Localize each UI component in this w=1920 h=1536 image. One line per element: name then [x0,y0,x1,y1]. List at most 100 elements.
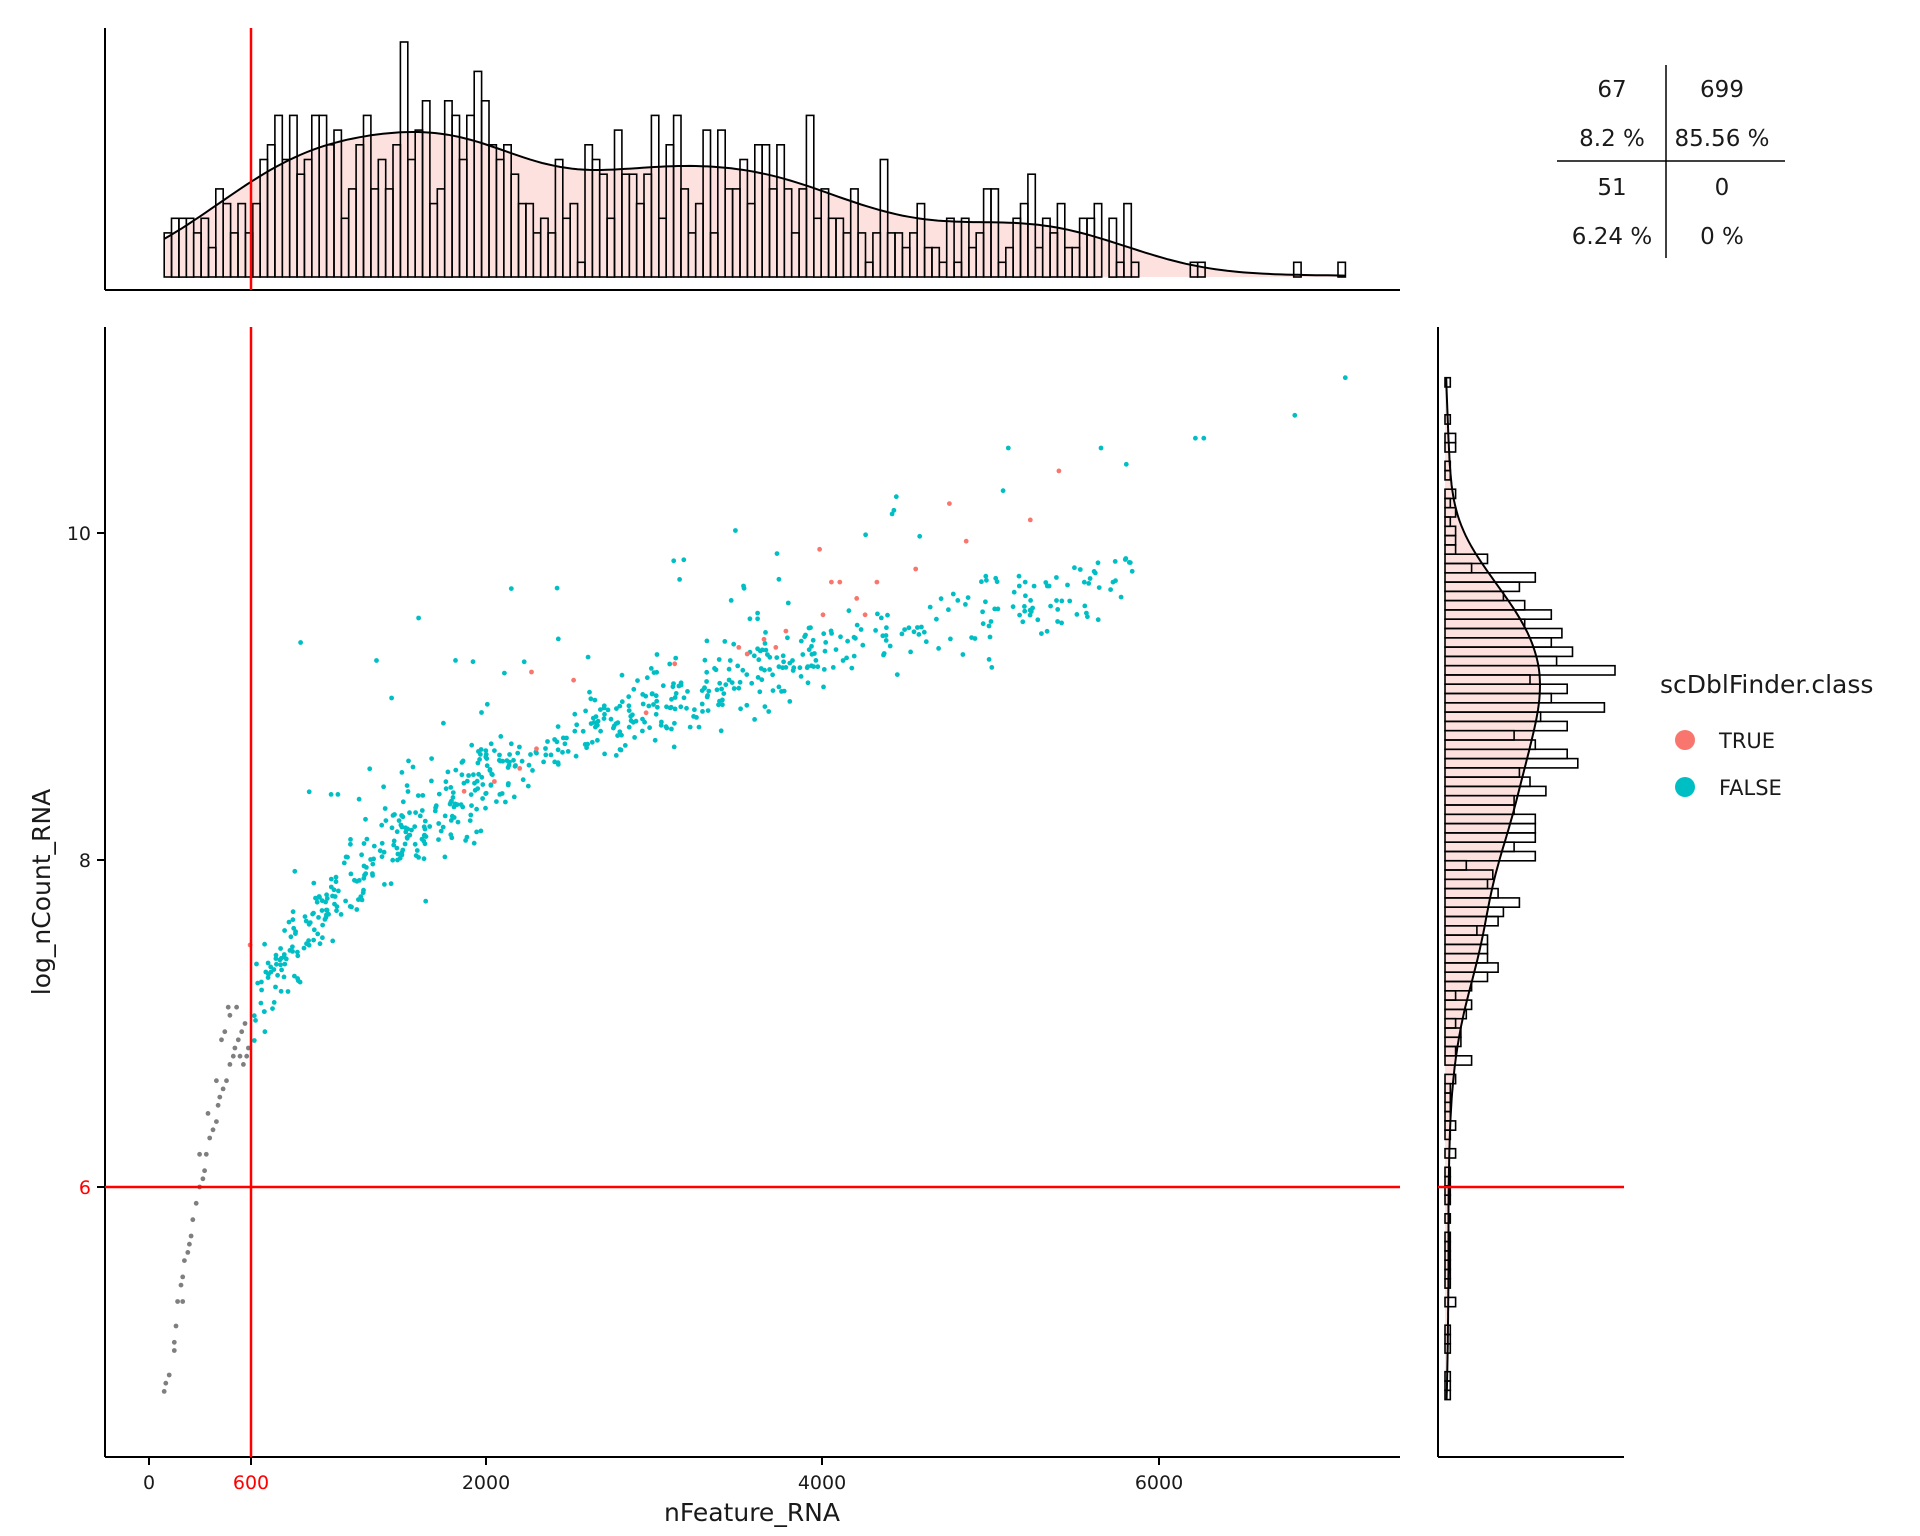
false-class-point [758,666,764,671]
false-class-point [1011,589,1017,595]
false-class-point [422,818,428,824]
false-class-point [889,511,895,517]
right-hist-bar [1444,1055,1473,1066]
filtered-point [187,1241,192,1247]
table-top-right-count: 699 [1700,77,1744,103]
false-class-point [844,655,849,661]
false-class-point [738,706,743,712]
false-class-point [681,695,687,701]
true-class-point [1056,468,1062,474]
false-class-point [1000,488,1006,494]
false-class-point [653,693,659,699]
legend-title: scDblFinder.class [1660,670,1873,699]
false-class-point [525,783,531,789]
false-class-point [613,753,619,758]
false-class-point [421,833,427,838]
false-class-point [328,876,334,882]
false-class-point [562,741,568,747]
false-class-point [413,810,418,815]
false-class-point [273,984,278,990]
false-class-point [479,710,484,715]
false-class-point [421,824,427,830]
top-hist-bar [1130,261,1140,278]
false-class-point [1095,560,1101,566]
false-class-point [480,782,486,787]
false-class-point [587,689,592,695]
false-class-point [806,647,812,653]
false-class-point [555,762,561,767]
false-class-point [349,904,354,910]
false-class-point [302,914,308,919]
false-class-point [310,911,315,917]
false-class-point [712,666,717,671]
x-tick-label-6000: 6000 [1135,1472,1183,1494]
false-class-point [916,632,922,637]
false-class-point [684,705,689,711]
false-class-point [334,908,339,914]
false-class-point [377,848,383,854]
top-hist-bar [1093,202,1103,278]
false-class-point [476,771,481,777]
false-class-point [449,813,455,819]
false-class-point [316,915,321,920]
false-class-point [823,640,829,645]
false-class-point [851,653,857,659]
false-class-point [414,848,420,853]
right-hist-bar [1444,432,1457,444]
right-hist-bar [1444,1073,1457,1085]
false-class-point [1010,604,1016,610]
false-class-point [399,770,405,775]
filtered-point [171,1339,177,1345]
false-class-point [290,917,296,923]
filtered-point [242,1021,248,1026]
false-class-point [733,528,738,533]
false-class-point [705,708,711,713]
x-tick-label-600: 600 [233,1472,269,1494]
filtered-point [182,1258,187,1263]
false-class-point [323,899,328,905]
false-class-point [583,708,588,714]
false-class-point [759,677,765,683]
false-class-point [654,652,660,657]
false-class-point [374,658,379,663]
filtered-point [178,1282,184,1288]
false-class-point [671,558,677,564]
false-class-point [694,715,699,720]
false-class-point [770,672,775,678]
filtered-point [173,1323,179,1329]
false-class-point [292,973,297,979]
false-class-point [980,609,985,615]
false-class-point [736,685,742,691]
false-class-point [343,898,348,904]
legend: scDblFinder.class TRUE FALSE [1660,670,1873,800]
table-bottom-left-pct: 6.24 % [1572,224,1652,250]
false-class-point [422,841,428,847]
false-class-point [379,822,385,828]
right-density-fill [1445,377,1540,1400]
false-class-point [511,757,516,763]
false-class-point [541,759,546,765]
false-class-point [319,908,325,913]
false-class-point [368,857,373,862]
filtered-point [214,1119,219,1124]
false-class-point [552,759,558,765]
filtered-point [185,1250,191,1255]
true-class-point [492,779,497,784]
false-class-point [803,632,808,638]
false-class-point [423,898,429,904]
false-class-point [361,887,366,893]
false-class-point [669,696,674,702]
false-class-point [846,608,852,614]
false-class-point [396,818,402,823]
false-class-point [1091,569,1097,574]
false-class-point [595,737,600,743]
false-class-point [726,666,732,672]
false-class-point [902,627,907,632]
false-class-point [463,838,468,843]
false-class-point [677,577,682,582]
filtered-point [197,1151,203,1157]
false-class-point [622,743,628,748]
false-class-point [452,802,458,808]
filtered-point [215,1102,221,1108]
false-class-point [274,961,279,967]
